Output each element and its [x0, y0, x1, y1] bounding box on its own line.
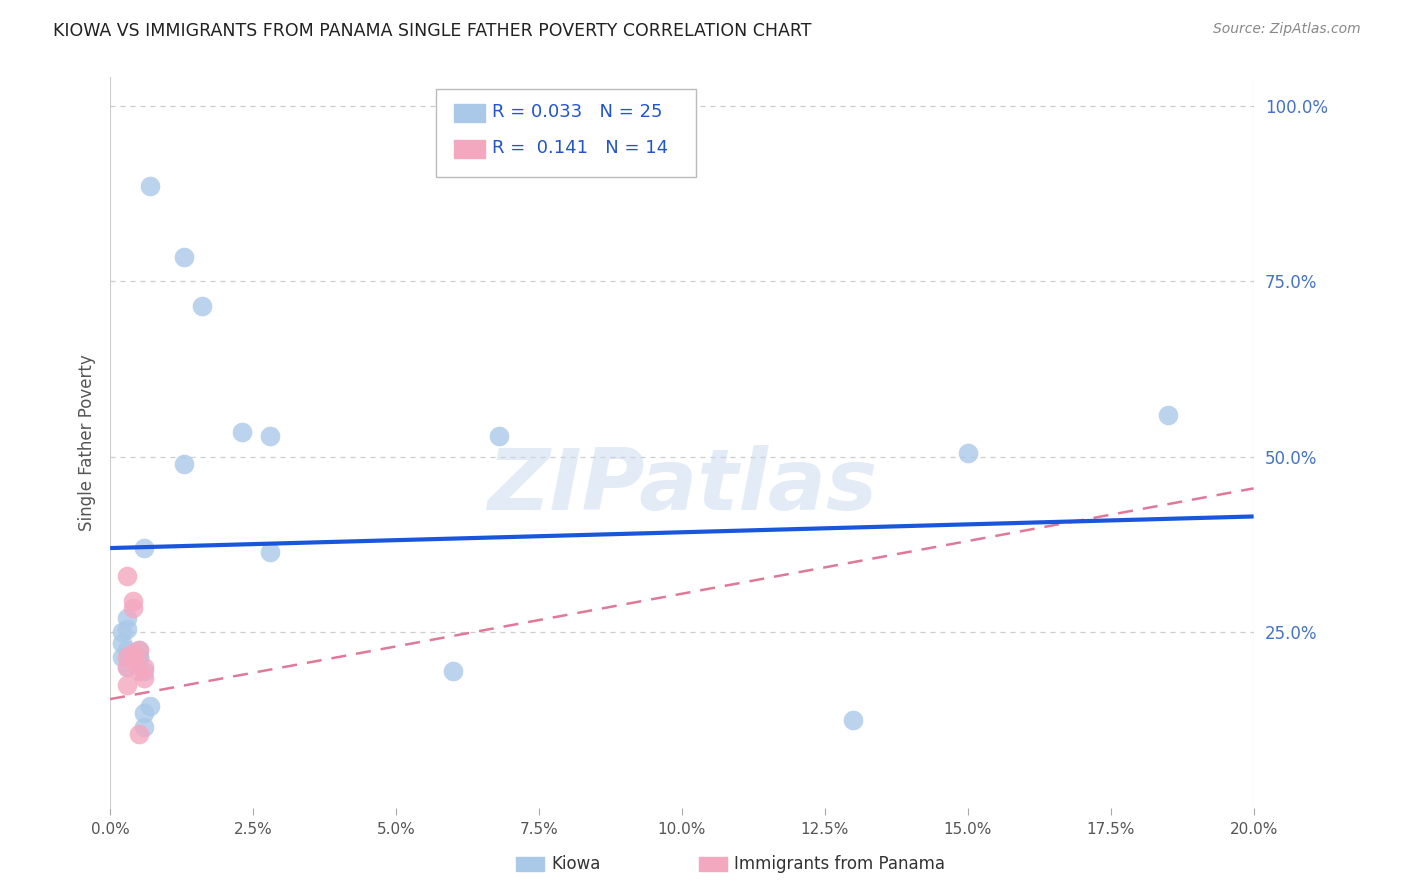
Y-axis label: Single Father Poverty: Single Father Poverty [79, 354, 96, 531]
Point [122, 649, 145, 664]
Point [122, 649, 145, 664]
Point [231, 425, 253, 439]
Text: Kiowa: Kiowa [551, 855, 600, 873]
Text: ZIPatlas: ZIPatlas [486, 445, 877, 528]
Point [122, 649, 145, 664]
Point [122, 600, 145, 615]
Point [441, 664, 464, 678]
Point [173, 250, 195, 264]
Point [488, 428, 510, 442]
Text: KIOWA VS IMMIGRANTS FROM PANAMA SINGLE FATHER POVERTY CORRELATION CHART: KIOWA VS IMMIGRANTS FROM PANAMA SINGLE F… [53, 22, 811, 40]
Point [110, 636, 132, 650]
Point [956, 446, 979, 460]
Point [117, 611, 139, 625]
Point [128, 664, 150, 678]
Point [842, 713, 865, 727]
Point [134, 541, 156, 555]
Point [117, 569, 139, 583]
Point [117, 643, 139, 657]
Point [128, 649, 150, 664]
Point [117, 649, 139, 664]
Point [139, 179, 162, 194]
Point [117, 622, 139, 636]
Point [128, 643, 150, 657]
Point [134, 720, 156, 734]
Point [1157, 408, 1180, 422]
Text: Source: ZipAtlas.com: Source: ZipAtlas.com [1213, 22, 1361, 37]
Text: R =  0.141   N = 14: R = 0.141 N = 14 [492, 139, 668, 157]
Point [128, 649, 150, 664]
Point [117, 649, 139, 664]
Text: R = 0.033   N = 25: R = 0.033 N = 25 [492, 103, 662, 121]
Point [190, 299, 212, 313]
Point [134, 660, 156, 674]
Point [110, 649, 132, 664]
Point [117, 660, 139, 674]
Point [259, 544, 281, 558]
Point [134, 706, 156, 720]
Point [139, 699, 162, 714]
Point [122, 649, 145, 664]
Point [128, 727, 150, 741]
Point [117, 678, 139, 692]
Point [134, 671, 156, 685]
Text: Immigrants from Panama: Immigrants from Panama [734, 855, 945, 873]
Point [173, 457, 195, 471]
Point [122, 593, 145, 607]
Point [110, 625, 132, 640]
Point [134, 664, 156, 678]
Point [259, 428, 281, 442]
Point [128, 643, 150, 657]
Point [117, 660, 139, 674]
Point [122, 647, 145, 661]
